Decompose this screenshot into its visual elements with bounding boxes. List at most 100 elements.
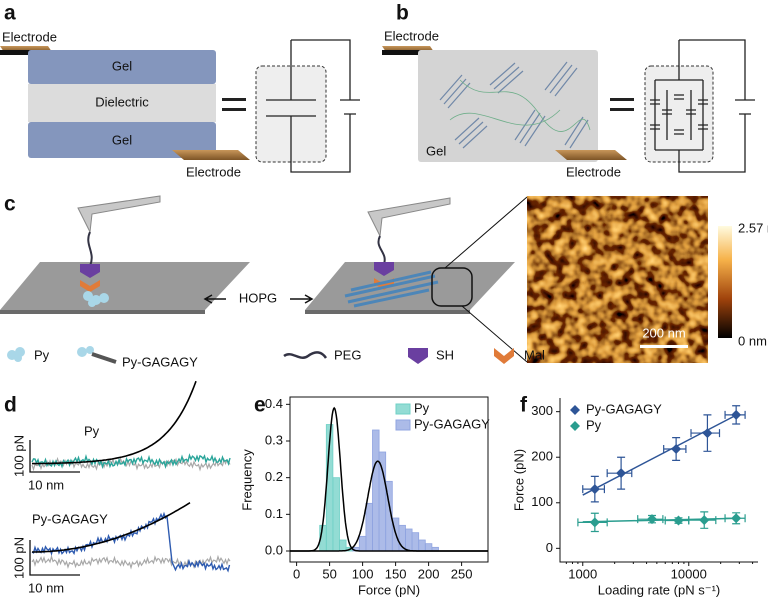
marker [731, 409, 742, 420]
fibril-array [344, 270, 439, 308]
colorbar [718, 226, 732, 338]
substrate-label: HOPG [239, 290, 277, 305]
electrode [555, 150, 627, 160]
layer-label: Dielectric [95, 94, 149, 109]
electrode-label: Electrode [566, 164, 621, 179]
legend-icon [494, 348, 514, 364]
y-axis-label: Frequency [239, 449, 254, 511]
panel-a: Electrode Gel Dielectric Gel Electrode [0, 29, 360, 179]
hopg-surface [305, 262, 515, 310]
panel-label: d [4, 394, 17, 417]
layer-label: Gel [112, 58, 132, 73]
electrode-label: Electrode [186, 164, 241, 179]
panel-label: e [254, 394, 266, 417]
legend-swatch [395, 419, 411, 431]
py-molecules [83, 291, 109, 307]
legend-marker [570, 405, 580, 415]
marker [702, 428, 713, 439]
marker [646, 514, 657, 525]
circuit [266, 39, 360, 173]
axes [559, 398, 758, 563]
legend-icon [283, 351, 328, 359]
histogram-bar [418, 539, 426, 552]
sh-group [374, 262, 394, 276]
electrode-edge [382, 50, 430, 55]
y-tick-label: 0.1 [265, 506, 283, 521]
x-tick-label: 100 [352, 566, 374, 581]
legend-label: SH [436, 347, 454, 362]
layer-label: Gel [112, 132, 132, 147]
panel-label: b [396, 2, 409, 25]
hopg-surface [0, 262, 250, 310]
y-axis-label: Force (pN) [511, 449, 526, 511]
peg [87, 231, 93, 267]
panel-d: Py 100 pN 10 nm Py-GAGAGY 100 pN 10 nm [11, 380, 231, 595]
colorbar-label: 0 nm [738, 333, 767, 348]
y-tick-label: 0.3 [265, 432, 283, 447]
histogram-bar [339, 539, 347, 552]
polymer-chains [449, 79, 591, 132]
marker [589, 484, 600, 495]
fit-curve [32, 502, 191, 553]
panel-b: Electrode Gel Electrode [382, 28, 755, 179]
histogram-bar [358, 535, 367, 552]
fit-curve [32, 380, 197, 465]
fibrils [439, 61, 589, 149]
marker [616, 468, 627, 479]
force-scale: 100 pN [11, 537, 26, 579]
trace-label: Py [84, 423, 100, 438]
charts: 0 50 100 150 200 250 0.0 0.1 0.2 0.3 0.4 Force (pN)… [239, 396, 758, 597]
histogram-bar [365, 502, 373, 552]
panel-c: HOPG 200 nm 2.57 nm 0 nm Py Py-GAGAGY PE… [0, 195, 768, 369]
histogram-bar [332, 477, 340, 552]
legend-label: Py-GAGAGY [586, 401, 662, 416]
panel-label: f [520, 394, 528, 417]
legend-icon [77, 346, 117, 364]
x-tick-label: 0 [293, 566, 300, 581]
x-tick-label: 250 [451, 566, 473, 581]
y-tick-label: 0.2 [265, 469, 283, 484]
legend-label: PEG [334, 347, 361, 362]
y-tick-label: 0.0 [265, 542, 283, 557]
gel-block [418, 50, 598, 162]
x-tick-label: 10000 [671, 566, 707, 581]
marker [671, 444, 682, 455]
x-tick-label: 200 [418, 566, 440, 581]
legend-label: Py-GAGAGY [414, 416, 490, 431]
peg [377, 235, 386, 265]
gel-label: Gel [426, 143, 446, 158]
equals [610, 98, 634, 101]
cantilever [367, 197, 451, 238]
colorbar-label: 2.57 nm [738, 220, 768, 235]
dielectric-layer [28, 84, 216, 122]
zoom-lines [444, 196, 528, 363]
legend-label: Py [586, 417, 602, 432]
fit-line [582, 517, 740, 523]
scale-bar [640, 345, 688, 348]
marker [673, 515, 684, 526]
x-tick-label: 150 [385, 566, 407, 581]
scale-bar-label: 200 nm [642, 325, 685, 340]
gel-layer [28, 50, 216, 84]
legend-label: Mal [524, 347, 545, 362]
legend-icon [7, 347, 25, 362]
equals [222, 108, 246, 111]
x-axis-label: Force (pN) [358, 582, 420, 597]
circuit [650, 39, 755, 173]
fit-curve [290, 460, 488, 552]
cantilever [77, 195, 161, 234]
gel-layer [28, 122, 216, 158]
force-scale: 100 pN [11, 435, 26, 477]
y-tick-label: 0.4 [265, 396, 283, 411]
y-tick-label: 100 [531, 494, 553, 509]
histogram-bar [424, 543, 433, 552]
distance-scale: 10 nm [28, 580, 64, 595]
y-tick-label: 300 [531, 403, 553, 418]
legend-label: Py [34, 347, 50, 362]
arrows [203, 294, 314, 304]
afm-image [527, 196, 708, 363]
panel-label: a [4, 2, 16, 25]
